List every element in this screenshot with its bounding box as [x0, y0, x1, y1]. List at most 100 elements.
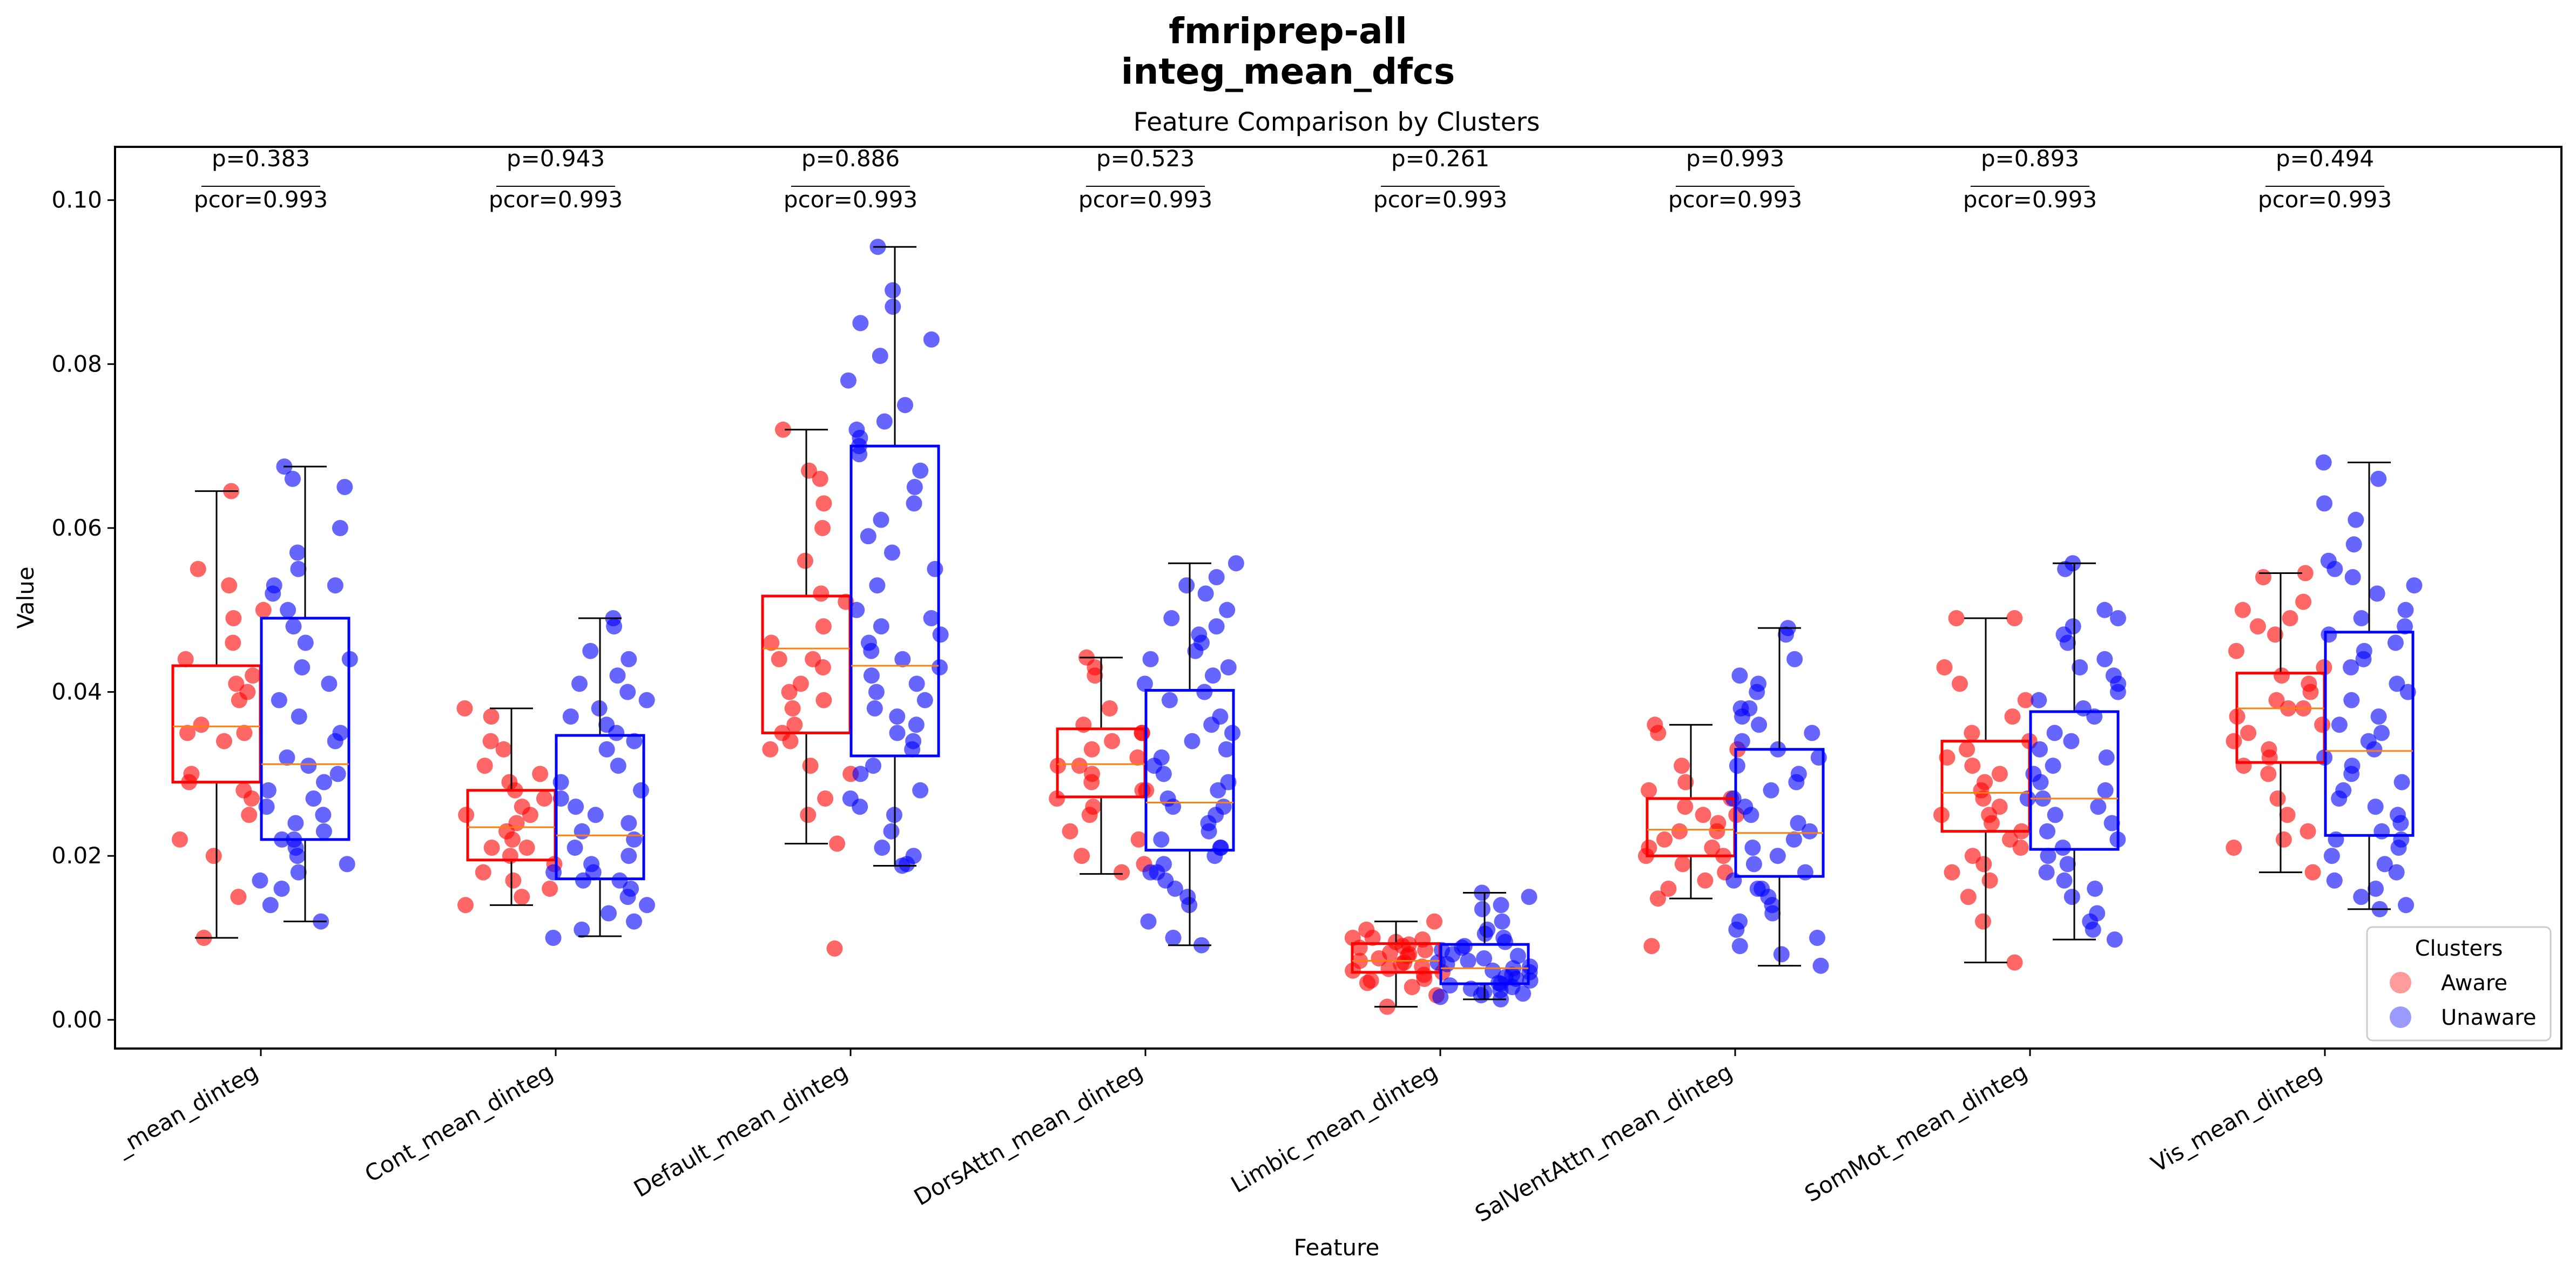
- point-unaware: [1731, 667, 1748, 684]
- point-aware: [542, 881, 558, 897]
- point-unaware: [574, 823, 590, 840]
- point-unaware: [2348, 511, 2364, 528]
- point-unaware: [1460, 952, 1476, 969]
- point-unaware: [291, 708, 307, 725]
- y-axis-label: Value: [12, 566, 39, 628]
- point-aware: [457, 897, 474, 914]
- y-tick-label: 0.06: [51, 515, 102, 541]
- point-aware: [814, 520, 831, 536]
- box-unaware: [260, 617, 350, 841]
- point-unaware: [287, 815, 304, 831]
- pcor-value-label: pcor=0.993: [194, 186, 328, 213]
- pcor-value-label: pcor=0.993: [2258, 186, 2392, 213]
- point-unaware: [1474, 901, 1491, 917]
- point-unaware: [2388, 864, 2405, 881]
- point-unaware: [840, 372, 857, 389]
- point-unaware: [2321, 626, 2337, 643]
- point-unaware: [336, 479, 353, 495]
- point-unaware: [1208, 569, 1225, 585]
- point-unaware: [2331, 716, 2348, 733]
- point-unaware: [633, 782, 649, 799]
- point-unaware: [316, 774, 332, 790]
- point-unaware: [332, 520, 348, 536]
- p-value-label: p=0.261: [1391, 145, 1489, 172]
- point-unaware: [1731, 938, 1748, 955]
- point-unaware: [2040, 848, 2056, 864]
- point-unaware: [1187, 643, 1204, 659]
- legend-marker-aware: [2390, 972, 2411, 993]
- point-aware: [504, 831, 521, 848]
- y-tick-label: 0.08: [51, 350, 102, 377]
- point-unaware: [927, 560, 943, 577]
- point-unaware: [1744, 840, 1761, 856]
- point-unaware: [2316, 495, 2332, 512]
- point-unaware: [869, 577, 886, 594]
- point-unaware: [904, 741, 921, 758]
- point-aware: [1656, 831, 1673, 848]
- point-unaware: [339, 856, 355, 873]
- point-unaware: [1184, 733, 1201, 749]
- point-unaware: [327, 577, 343, 594]
- point-aware: [801, 462, 817, 479]
- point-unaware: [2392, 815, 2409, 831]
- p-value-label: p=0.893: [1981, 145, 2079, 172]
- point-aware: [1936, 659, 1953, 675]
- point-unaware: [1165, 930, 1182, 946]
- point-unaware: [848, 601, 865, 618]
- point-unaware: [1153, 831, 1170, 848]
- point-unaware: [1729, 758, 1745, 774]
- point-unaware: [1208, 618, 1225, 635]
- legend-title: Clusters: [2415, 936, 2503, 961]
- point-unaware: [290, 864, 307, 881]
- point-unaware: [1218, 741, 1235, 758]
- point-unaware: [1197, 585, 1214, 602]
- point-unaware: [2353, 889, 2370, 905]
- box-unaware: [555, 734, 645, 881]
- point-unaware: [1763, 782, 1779, 799]
- figure-title-line2: integ_mean_dfcs: [1121, 51, 1455, 92]
- point-unaware: [1804, 725, 1820, 741]
- p-value-label: p=0.993: [1686, 145, 1784, 172]
- point-aware: [1975, 790, 1992, 807]
- point-aware: [1674, 856, 1691, 873]
- point-aware: [177, 651, 194, 667]
- point-unaware: [1136, 675, 1153, 692]
- point-aware: [797, 552, 813, 569]
- point-unaware: [2039, 823, 2055, 840]
- point-aware: [1130, 831, 1147, 848]
- pcor-value-label: pcor=0.993: [1078, 186, 1212, 213]
- point-aware: [1981, 872, 1998, 889]
- legend-frame: [2366, 926, 2552, 1042]
- point-aware: [2004, 708, 2021, 725]
- point-unaware: [2085, 921, 2101, 938]
- point-unaware: [2389, 675, 2405, 692]
- point-unaware: [1734, 708, 1750, 725]
- point-unaware: [265, 585, 281, 602]
- point-aware: [814, 659, 831, 675]
- point-aware: [241, 807, 258, 823]
- point-aware: [1101, 700, 1118, 716]
- x-axis-label: Feature: [1294, 1234, 1380, 1261]
- point-aware: [1417, 942, 1434, 958]
- point-unaware: [894, 651, 911, 667]
- point-unaware: [610, 758, 626, 774]
- point-aware: [1114, 864, 1130, 881]
- legend-label-aware: Aware: [2441, 971, 2507, 996]
- point-aware: [221, 577, 238, 594]
- pvalue-annotations: p=0.383 pcor=0.993 p=0.943 pcor=0.993 p=0.88…: [194, 145, 2392, 213]
- point-unaware: [2098, 749, 2115, 766]
- point-unaware: [609, 667, 626, 684]
- point-unaware: [2059, 634, 2076, 651]
- point-unaware: [872, 348, 888, 364]
- point-unaware: [2370, 470, 2387, 487]
- point-unaware: [906, 495, 922, 512]
- point-aware: [495, 741, 512, 758]
- point-unaware: [601, 905, 617, 922]
- point-unaware: [294, 659, 311, 675]
- point-aware: [522, 807, 538, 823]
- p-value-label: p=0.383: [212, 145, 310, 172]
- point-unaware: [2072, 659, 2088, 675]
- point-aware: [1695, 807, 1711, 823]
- point-aware: [1697, 872, 1714, 889]
- point-unaware: [2331, 790, 2348, 807]
